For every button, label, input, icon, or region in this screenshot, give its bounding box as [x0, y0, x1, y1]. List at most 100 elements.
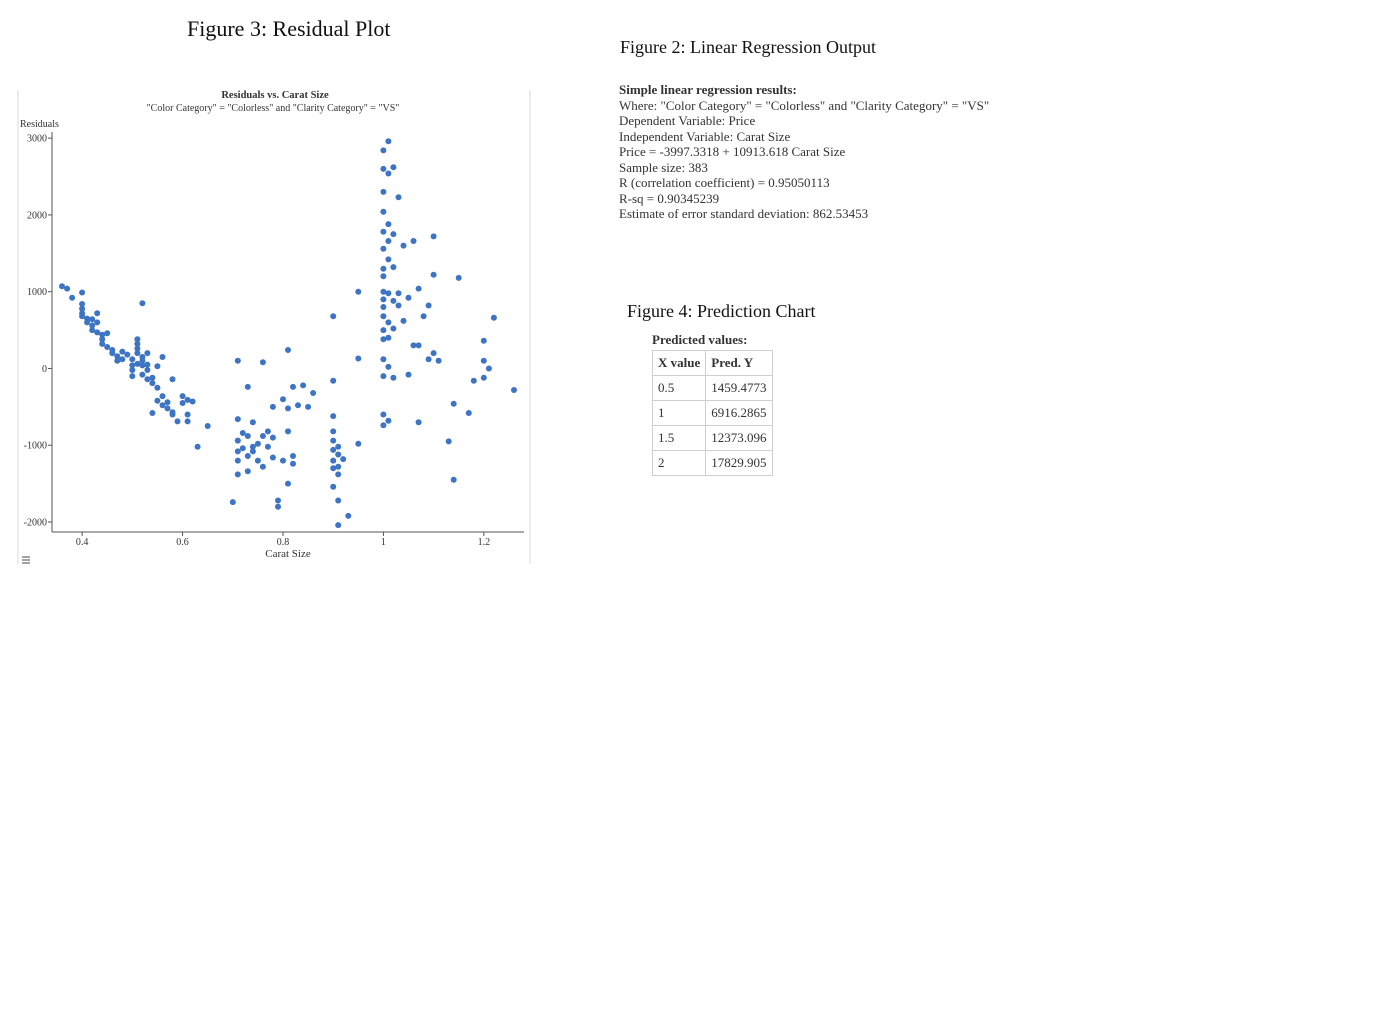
scatter-point[interactable]	[305, 403, 312, 410]
scatter-point[interactable]	[450, 476, 457, 483]
scatter-point[interactable]	[239, 445, 246, 452]
scatter-point[interactable]	[405, 294, 412, 301]
scatter-point[interactable]	[244, 433, 251, 439]
scatter-point[interactable]	[290, 460, 296, 467]
scatter-point[interactable]	[380, 273, 387, 280]
scatter-point[interactable]	[340, 456, 347, 463]
scatter-point[interactable]	[94, 319, 101, 326]
scatter-point[interactable]	[229, 499, 236, 506]
scatter-point[interactable]	[134, 345, 141, 352]
scatter-point[interactable]	[249, 443, 256, 450]
scatter-point[interactable]	[330, 483, 337, 490]
scatter-point[interactable]	[179, 393, 186, 400]
scatter-point[interactable]	[470, 377, 477, 384]
scatter-point[interactable]	[89, 322, 96, 329]
scatter-point[interactable]	[330, 465, 337, 472]
scatter-point[interactable]	[385, 334, 392, 341]
scatter-point[interactable]	[259, 463, 266, 470]
scatter-point[interactable]	[184, 411, 191, 418]
scatter-point[interactable]	[445, 438, 452, 445]
scatter-point[interactable]	[79, 305, 86, 312]
scatter-point[interactable]	[69, 294, 76, 301]
scatter-point[interactable]	[184, 396, 191, 403]
scatter-point[interactable]	[410, 238, 417, 244]
scatter-point[interactable]	[129, 356, 136, 363]
scatter-point[interactable]	[254, 457, 261, 464]
scatter-point[interactable]	[275, 503, 281, 510]
scatter-point[interactable]	[415, 419, 422, 426]
scatter-point[interactable]	[430, 271, 437, 278]
scatter-point[interactable]	[275, 497, 281, 504]
scatter-point[interactable]	[234, 448, 241, 455]
scatter-point[interactable]	[109, 350, 116, 357]
scatter-point[interactable]	[174, 418, 181, 425]
scatter-point[interactable]	[149, 374, 156, 381]
scatter-point[interactable]	[390, 264, 397, 271]
scatter-point[interactable]	[79, 313, 86, 320]
scatter-point[interactable]	[139, 371, 146, 378]
scatter-point[interactable]	[154, 397, 161, 404]
scatter-point[interactable]	[234, 437, 241, 444]
scatter-point[interactable]	[269, 454, 276, 461]
scatter-point[interactable]	[420, 313, 427, 320]
scatter-point[interactable]	[330, 437, 337, 444]
scatter-point[interactable]	[144, 350, 151, 357]
scatter-point[interactable]	[380, 147, 387, 154]
scatter-point[interactable]	[164, 405, 171, 412]
scatter-point[interactable]	[511, 387, 517, 393]
scatter-point[interactable]	[450, 400, 457, 407]
scatter-point[interactable]	[239, 430, 246, 436]
scatter-point[interactable]	[355, 288, 362, 295]
scatter-point[interactable]	[335, 522, 342, 529]
scatter-point[interactable]	[490, 314, 497, 321]
scatter-point[interactable]	[405, 371, 412, 378]
scatter-point[interactable]	[154, 363, 161, 370]
scatter-point[interactable]	[94, 329, 101, 336]
scatter-point[interactable]	[380, 228, 387, 235]
scatter-point[interactable]	[264, 443, 271, 450]
scatter-point[interactable]	[390, 164, 397, 171]
scatter-point[interactable]	[134, 336, 141, 343]
scatter-point[interactable]	[244, 383, 251, 390]
scatter-point[interactable]	[280, 457, 286, 464]
scatter-point[interactable]	[249, 419, 256, 426]
scatter-point[interactable]	[385, 170, 392, 177]
scatter-point[interactable]	[380, 188, 387, 195]
scatter-point[interactable]	[244, 453, 251, 459]
scatter-point[interactable]	[269, 434, 276, 441]
scatter-point[interactable]	[149, 380, 156, 387]
scatter-point[interactable]	[480, 357, 487, 364]
scatter-point[interactable]	[99, 331, 106, 338]
scatter-point[interactable]	[169, 376, 176, 383]
scatter-point[interactable]	[380, 422, 387, 429]
scatter-point[interactable]	[144, 361, 151, 368]
scatter-point[interactable]	[89, 316, 96, 323]
scatter-point[interactable]	[330, 446, 337, 453]
scatter-point[interactable]	[104, 330, 111, 337]
scatter-point[interactable]	[380, 265, 387, 272]
scatter-point[interactable]	[59, 283, 65, 290]
scatter-point[interactable]	[169, 411, 176, 418]
scatter-point[interactable]	[415, 285, 422, 292]
scatter-point[interactable]	[290, 453, 296, 459]
scatter-point[interactable]	[335, 463, 342, 470]
scatter-point[interactable]	[139, 300, 146, 307]
scatter-point[interactable]	[330, 413, 337, 420]
scatter-point[interactable]	[280, 396, 286, 403]
scatter-point[interactable]	[380, 356, 387, 363]
scatter-point[interactable]	[330, 377, 337, 384]
scatter-point[interactable]	[380, 336, 387, 343]
scatter-point[interactable]	[380, 288, 387, 295]
scatter-point[interactable]	[259, 433, 266, 439]
scatter-point[interactable]	[485, 365, 492, 372]
scatter-point[interactable]	[430, 233, 437, 240]
scatter-point[interactable]	[99, 340, 106, 347]
scatter-point[interactable]	[204, 423, 211, 429]
scatter-point[interactable]	[134, 340, 141, 347]
scatter-point[interactable]	[184, 418, 191, 425]
scatter-point[interactable]	[400, 242, 407, 249]
scatter-point[interactable]	[290, 383, 296, 390]
scatter-point[interactable]	[465, 410, 472, 416]
scatter-point[interactable]	[480, 374, 487, 381]
scatter-point[interactable]	[355, 440, 362, 447]
